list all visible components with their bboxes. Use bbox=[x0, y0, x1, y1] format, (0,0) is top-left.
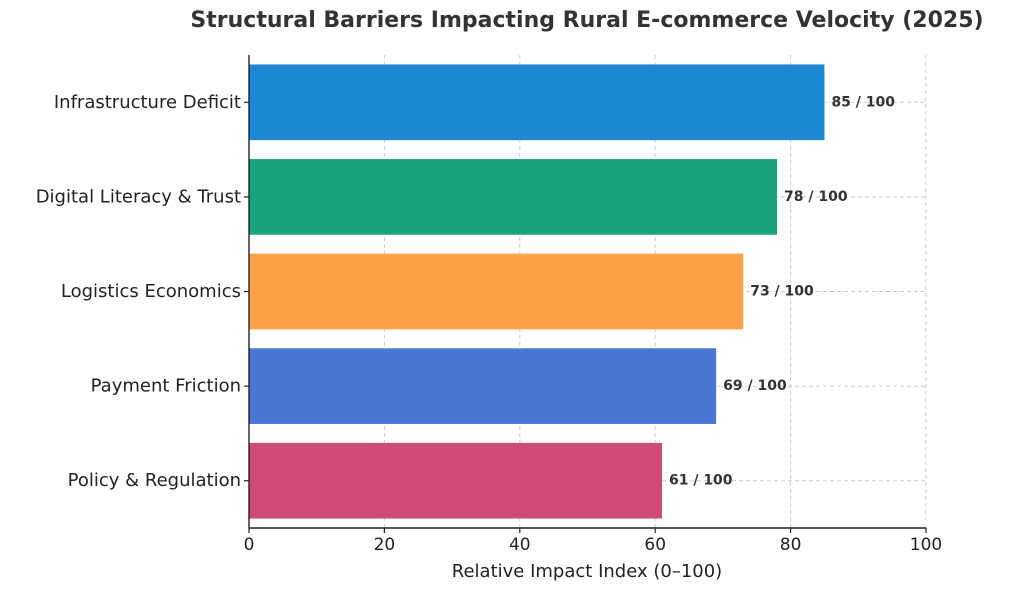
data-label: 78 / 100 bbox=[784, 189, 848, 205]
bars bbox=[249, 64, 825, 519]
x-tick-label: 40 bbox=[509, 535, 531, 555]
bar bbox=[249, 253, 744, 330]
data-label: 61 / 100 bbox=[669, 473, 733, 489]
data-label: 85 / 100 bbox=[831, 94, 895, 110]
x-tick-label: 0 bbox=[244, 535, 255, 555]
bar bbox=[249, 159, 778, 235]
chart-title: Structural Barriers Impacting Rural E-co… bbox=[190, 8, 984, 33]
data-label: 73 / 100 bbox=[750, 284, 814, 300]
x-tick-label: 20 bbox=[374, 535, 396, 555]
bar bbox=[249, 64, 825, 141]
x-axis-title: Relative Impact Index (0–100) bbox=[452, 561, 722, 582]
category-label: Logistics Economics bbox=[61, 281, 241, 302]
bar bbox=[249, 348, 717, 424]
bar bbox=[249, 442, 662, 519]
axes bbox=[244, 55, 927, 533]
x-tick-label: 80 bbox=[780, 535, 802, 555]
category-label: Digital Literacy & Trust bbox=[36, 186, 241, 207]
x-tick-label: 60 bbox=[644, 535, 666, 555]
category-label: Payment Friction bbox=[91, 376, 241, 397]
x-tick-label: 100 bbox=[910, 535, 942, 555]
category-label: Policy & Regulation bbox=[68, 470, 241, 491]
labels: Infrastructure Deficit 85 / 100 Digital Li… bbox=[36, 92, 943, 555]
category-label: Infrastructure Deficit bbox=[54, 92, 241, 113]
data-label: 69 / 100 bbox=[723, 378, 787, 394]
